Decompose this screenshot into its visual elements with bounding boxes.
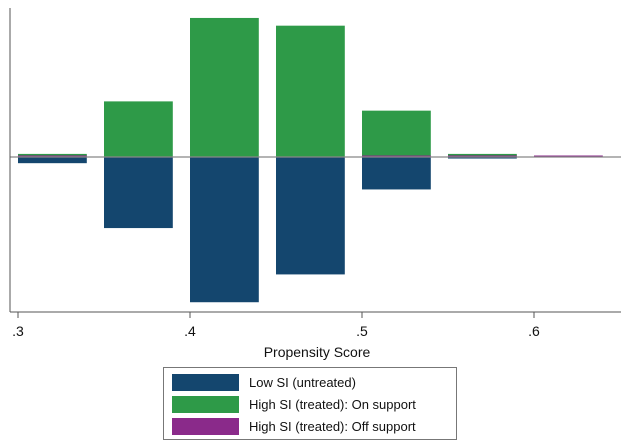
legend-swatch-off-support (172, 417, 239, 435)
x-tick-label-1: .4 (184, 323, 196, 339)
legend-swatch-on-support (172, 395, 239, 413)
bar-series1-bin2 (190, 17, 259, 158)
legend-label-low-si: Low SI (untreated) (249, 374, 356, 390)
bar-series1-bin1 (104, 101, 173, 157)
bar-series2-bin3 (534, 155, 603, 157)
bar-series0-bin0 (18, 157, 87, 164)
bar-series0-bin5 (448, 157, 517, 159)
bar-series2-bin0 (18, 155, 87, 157)
bar-series0-bin2 (190, 157, 259, 303)
bar-series0-bin3 (276, 157, 345, 275)
chart-legend: Low SI (untreated) High SI (treated): On… (163, 367, 457, 440)
bar-series2-bin2 (448, 155, 517, 157)
x-tick-label-0: .3 (12, 323, 24, 339)
x-ticks: .3 .4 .5 .6 (12, 312, 540, 339)
bars-layer (18, 17, 603, 303)
bar-series2-bin1 (362, 155, 431, 157)
legend-item-off-support: High SI (treated): Off support (172, 417, 416, 435)
legend-label-off-support: High SI (treated): Off support (249, 418, 416, 434)
bar-series0-bin4 (362, 157, 431, 190)
x-axis-title: Propensity Score (264, 344, 371, 360)
legend-label-on-support: High SI (treated): On support (249, 396, 416, 412)
legend-item-on-support: High SI (treated): On support (172, 395, 416, 413)
legend-swatch-low-si (172, 373, 239, 391)
legend-item-low-si: Low SI (untreated) (172, 373, 356, 391)
bar-series0-bin1 (104, 157, 173, 229)
bar-series1-bin4 (362, 110, 431, 157)
bar-series1-bin3 (276, 25, 345, 157)
x-tick-label-3: .6 (528, 323, 540, 339)
x-tick-label-2: .5 (356, 323, 368, 339)
